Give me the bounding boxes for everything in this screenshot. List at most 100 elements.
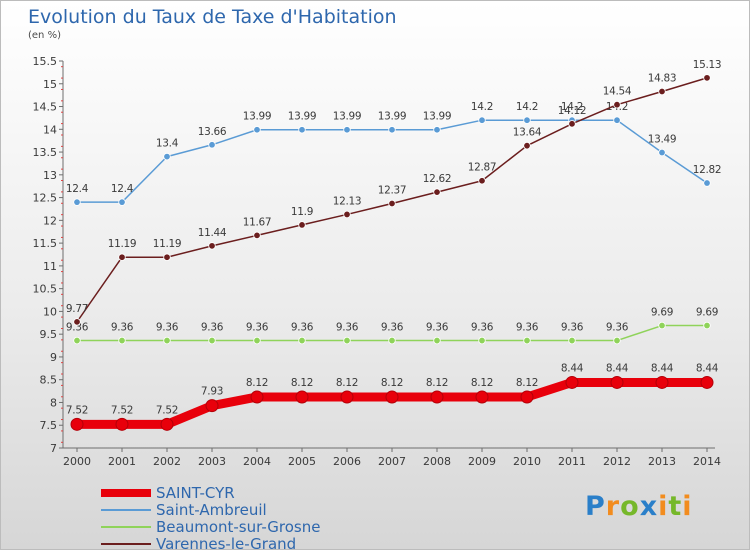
data-label-beaumont-sur-grosne: 9.69 bbox=[696, 307, 718, 319]
data-point-saint-cyr bbox=[295, 390, 309, 404]
data-point-varennes-le-grand bbox=[478, 177, 486, 185]
y-tick-label: 10 bbox=[43, 305, 57, 318]
data-label-saint-ambreuil: 13.4 bbox=[156, 138, 179, 150]
data-point-beaumont-sur-grosne bbox=[703, 321, 711, 330]
data-label-saint-cyr: 7.93 bbox=[201, 386, 223, 398]
x-tick-label: 2009 bbox=[468, 455, 496, 468]
data-label-beaumont-sur-grosne: 9.36 bbox=[156, 322, 179, 334]
data-point-saint-cyr bbox=[430, 390, 444, 404]
y-tick-label: 9 bbox=[50, 351, 57, 364]
y-tick-label: 13.5 bbox=[33, 146, 58, 159]
data-point-saint-cyr bbox=[340, 390, 354, 404]
data-label-saint-ambreuil: 12.82 bbox=[693, 164, 722, 176]
data-label-varennes-le-grand: 11.19 bbox=[153, 238, 182, 250]
data-label-saint-ambreuil: 12.4 bbox=[66, 183, 89, 195]
data-point-beaumont-sur-grosne bbox=[523, 336, 531, 345]
y-tick-label: 12 bbox=[43, 214, 57, 227]
data-label-varennes-le-grand: 11.9 bbox=[291, 206, 313, 218]
data-label-beaumont-sur-grosne: 9.36 bbox=[291, 322, 314, 334]
data-point-beaumont-sur-grosne bbox=[388, 336, 396, 345]
data-point-saint-cyr bbox=[655, 375, 669, 389]
data-point-varennes-le-grand bbox=[613, 101, 621, 109]
data-label-saint-ambreuil: 13.99 bbox=[333, 111, 362, 123]
y-tick-label: 10.5 bbox=[33, 283, 58, 296]
data-point-beaumont-sur-grosne bbox=[343, 336, 351, 345]
data-label-saint-cyr: 8.12 bbox=[336, 377, 358, 389]
data-label-saint-cyr: 8.12 bbox=[516, 377, 538, 389]
data-point-varennes-le-grand bbox=[703, 74, 711, 82]
x-tick-label: 2003 bbox=[198, 455, 226, 468]
data-label-varennes-le-grand: 13.64 bbox=[513, 127, 542, 139]
x-tick-label: 2012 bbox=[603, 455, 631, 468]
data-point-saint-ambreuil bbox=[208, 141, 216, 149]
y-tick-label: 14.5 bbox=[33, 101, 58, 114]
data-point-saint-ambreuil bbox=[478, 116, 486, 124]
data-label-saint-ambreuil: 14.2 bbox=[471, 101, 493, 113]
data-label-saint-cyr: 8.12 bbox=[246, 377, 268, 389]
data-label-saint-cyr: 8.44 bbox=[696, 362, 719, 374]
data-label-saint-cyr: 7.52 bbox=[156, 404, 178, 416]
data-point-beaumont-sur-grosne bbox=[118, 336, 126, 345]
data-label-saint-cyr: 8.12 bbox=[426, 377, 448, 389]
data-label-varennes-le-grand: 12.87 bbox=[468, 162, 497, 174]
data-point-saint-ambreuil bbox=[73, 198, 81, 206]
data-point-beaumont-sur-grosne bbox=[613, 336, 621, 345]
legend-swatch-saint-cyr bbox=[101, 489, 151, 497]
data-point-saint-ambreuil bbox=[613, 116, 621, 124]
data-point-saint-cyr bbox=[610, 375, 624, 389]
data-point-saint-cyr bbox=[700, 375, 714, 389]
data-point-saint-cyr bbox=[565, 375, 579, 389]
data-point-saint-cyr bbox=[70, 417, 84, 431]
data-label-varennes-le-grand: 12.37 bbox=[378, 185, 407, 197]
data-point-beaumont-sur-grosne bbox=[163, 336, 171, 345]
data-point-beaumont-sur-grosne bbox=[433, 336, 441, 345]
y-tick-label: 15 bbox=[43, 78, 57, 91]
data-point-varennes-le-grand bbox=[568, 120, 576, 128]
legend-label-saint-cyr: SAINT-CYR bbox=[156, 484, 235, 502]
y-tick-label: 11.5 bbox=[33, 237, 58, 250]
x-tick-label: 2000 bbox=[63, 455, 91, 468]
legend-label-varennes-le-grand: Varennes-le-Grand bbox=[156, 535, 297, 550]
data-point-beaumont-sur-grosne bbox=[478, 336, 486, 345]
x-tick-label: 2007 bbox=[378, 455, 406, 468]
data-point-beaumont-sur-grosne bbox=[298, 336, 306, 345]
data-point-varennes-le-grand bbox=[523, 141, 531, 150]
data-label-beaumont-sur-grosne: 9.36 bbox=[246, 322, 269, 334]
data-point-beaumont-sur-grosne bbox=[73, 336, 81, 345]
data-point-saint-ambreuil bbox=[523, 116, 531, 124]
data-point-varennes-le-grand bbox=[298, 221, 306, 229]
data-label-saint-cyr: 7.52 bbox=[111, 404, 133, 416]
data-label-saint-ambreuil: 13.99 bbox=[423, 111, 452, 123]
data-label-varennes-le-grand: 12.62 bbox=[423, 173, 452, 185]
data-point-beaumont-sur-grosne bbox=[208, 336, 216, 345]
y-tick-label: 11 bbox=[43, 260, 57, 273]
data-label-beaumont-sur-grosne: 9.36 bbox=[561, 322, 584, 334]
data-label-beaumont-sur-grosne: 9.36 bbox=[471, 322, 494, 334]
y-tick-label: 13 bbox=[43, 169, 57, 182]
data-label-saint-ambreuil: 14.2 bbox=[516, 101, 538, 113]
data-point-saint-ambreuil bbox=[388, 126, 396, 134]
data-point-varennes-le-grand bbox=[388, 199, 396, 208]
data-point-beaumont-sur-grosne bbox=[568, 336, 576, 345]
y-tick-label: 14 bbox=[43, 123, 57, 136]
y-tick-label: 8 bbox=[50, 396, 57, 409]
x-tick-label: 2008 bbox=[423, 455, 451, 468]
data-point-saint-ambreuil bbox=[433, 126, 441, 134]
data-label-saint-cyr: 8.44 bbox=[561, 362, 584, 374]
y-tick-label: 7.5 bbox=[40, 419, 58, 432]
data-point-saint-cyr bbox=[160, 417, 174, 431]
data-point-varennes-le-grand bbox=[433, 188, 441, 196]
data-label-saint-cyr: 8.12 bbox=[291, 377, 313, 389]
data-label-varennes-le-grand: 11.19 bbox=[108, 238, 137, 250]
data-label-varennes-le-grand: 11.44 bbox=[198, 227, 227, 239]
data-label-varennes-le-grand: 14.83 bbox=[648, 73, 677, 85]
data-label-saint-ambreuil: 13.49 bbox=[648, 134, 677, 146]
data-label-saint-cyr: 8.12 bbox=[471, 377, 493, 389]
data-label-beaumont-sur-grosne: 9.36 bbox=[111, 322, 134, 334]
x-tick-label: 2014 bbox=[693, 455, 721, 468]
y-tick-label: 15.5 bbox=[33, 55, 58, 68]
data-point-saint-cyr bbox=[475, 390, 489, 404]
data-label-beaumont-sur-grosne: 9.36 bbox=[66, 322, 89, 334]
data-label-beaumont-sur-grosne: 9.69 bbox=[651, 307, 673, 319]
